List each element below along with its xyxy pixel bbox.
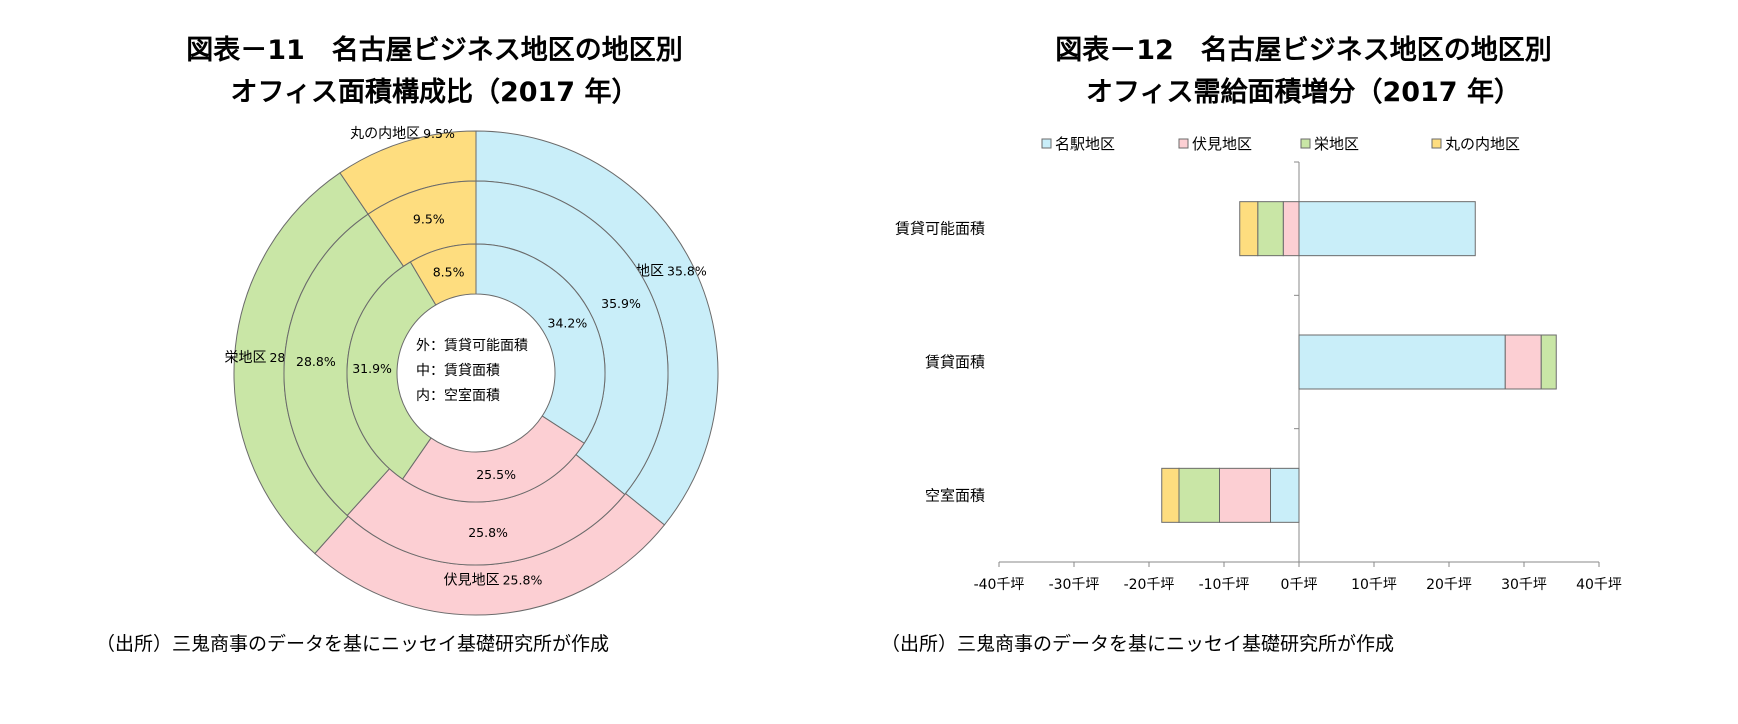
bar-0-meieki [1298, 201, 1476, 257]
bar-2-marunouchi [1161, 467, 1180, 523]
bar-2-meieki [1270, 467, 1300, 523]
x-tick-label-4: 0千坪 [1281, 577, 1318, 593]
donut-inner-label-meieki: 34.2% [548, 315, 588, 330]
left-title-line2: オフィス面積構成比（2017 年） [230, 77, 639, 108]
donut-outer-value-fushimi: 25.8% [503, 572, 543, 587]
donut-middle-label-fushimi: 25.8% [468, 525, 508, 540]
donut-inner-label-sakae: 31.9% [352, 361, 392, 376]
x-tick-label-1: -30千坪 [1049, 577, 1100, 593]
donut-outer-label-fushimi: 伏見地区 25.8% [444, 572, 543, 588]
donut-middle-label-marunouchi: 9.5% [413, 212, 445, 227]
donut-outer-label-marunouchi: 丸の内地区 9.5% [350, 126, 455, 142]
left-panel: 図表－11 名古屋ビジネス地区の地区別 オフィス面積構成比（2017 年） 名駅… [0, 30, 869, 655]
donut-outer-category-sakae: 栄地区 [224, 350, 266, 366]
donut-center-legend-line-3: 内：空室面積 [416, 387, 500, 404]
right-title-line1: 図表－12 名古屋ビジネス地区の地区別 [1055, 35, 1552, 66]
x-tick-label-6: 20千坪 [1426, 577, 1472, 593]
bar-0-sakae [1257, 201, 1284, 257]
donut-outer-category-fushimi: 伏見地区 [444, 572, 500, 588]
legend-label-marunouchi: 丸の内地区 [1445, 135, 1520, 153]
left-title-line1: 図表－11 名古屋ビジネス地区の地区別 [186, 35, 683, 66]
x-tick-label-0: -40千坪 [974, 577, 1025, 593]
x-tick-label-5: 10千坪 [1351, 577, 1397, 593]
donut-chart: 名駅地区35.8%伏見地区25.8%栄地区28.9%丸の内地区9.5%35.9%… [224, 126, 719, 616]
x-tick-label-3: -10千坪 [1199, 577, 1250, 593]
x-tick-label-8: 40千坪 [1576, 577, 1622, 593]
donut-outer-value-meieki: 35.8% [667, 264, 707, 279]
donut-inner-label-fushimi: 25.5% [476, 467, 516, 482]
legend-swatch-meieki [1041, 138, 1052, 149]
donut-middle-label-meieki: 35.9% [601, 296, 641, 311]
right-panel: 図表－12 名古屋ビジネス地区の地区別 オフィス需給面積増分（2017 年） -… [869, 0, 1738, 724]
right-source-note: （出所）三鬼商事のデータを基にニッセイ基礎研究所が作成 [881, 633, 1395, 655]
bar-1-sakae [1540, 334, 1557, 390]
category-label-1: 賃貸面積 [925, 353, 985, 371]
category-label-2: 空室面積 [925, 486, 985, 504]
bar-0-marunouchi [1239, 201, 1259, 257]
donut-inner-slice-marunouchi [409, 243, 477, 306]
donut-inner-slice-meieki [475, 243, 606, 444]
donut-center-legend-line-1: 外：賃貸可能面積 [416, 338, 528, 354]
bar-2-fushimi [1219, 467, 1271, 523]
donut-outer-category-marunouchi: 丸の内地区 [350, 126, 420, 142]
right-title-line2: オフィス需給面積増分（2017 年） [1085, 77, 1521, 108]
bar-1-fushimi [1504, 334, 1542, 390]
legend-swatch-marunouchi [1431, 138, 1442, 149]
bar-0-fushimi [1282, 201, 1300, 257]
legend-label-sakae: 栄地区 [1314, 135, 1359, 153]
left-source-note: （出所）三鬼商事のデータを基にニッセイ基礎研究所が作成 [96, 633, 610, 655]
legend-label-meieki: 名駅地区 [1055, 135, 1115, 153]
x-tick-label-2: -20千坪 [1124, 577, 1175, 593]
donut-inner-slice-sakae [346, 261, 437, 480]
legend-swatch-fushimi [1178, 138, 1189, 149]
donut-center-legend-line-2: 中：賃貸面積 [416, 363, 500, 379]
stacked-bar-chart: -40千坪 -30千坪 -20千坪 -10千坪 0千坪 10千坪 20千坪 30千坪 40千坪 賃… [895, 135, 1622, 593]
legend-swatch-sakae [1300, 138, 1311, 149]
category-label-0: 賃貸可能面積 [895, 220, 985, 238]
donut-inner-label-marunouchi: 8.5% [433, 265, 465, 280]
x-tick-label-7: 30千坪 [1501, 577, 1547, 593]
bar-1-meieki [1298, 334, 1506, 390]
bar-2-sakae [1178, 467, 1220, 523]
legend-label-fushimi: 伏見地区 [1192, 135, 1252, 153]
donut-middle-label-sakae: 28.8% [296, 354, 336, 369]
left-chart-title: 図表－11 名古屋ビジネス地区の地区別 オフィス面積構成比（2017 年） [0, 30, 869, 114]
donut-outer-value-marunouchi: 9.5% [423, 126, 455, 141]
right-chart-title: 図表－12 名古屋ビジネス地区の地区別 オフィス需給面積増分（2017 年） [869, 30, 1738, 114]
